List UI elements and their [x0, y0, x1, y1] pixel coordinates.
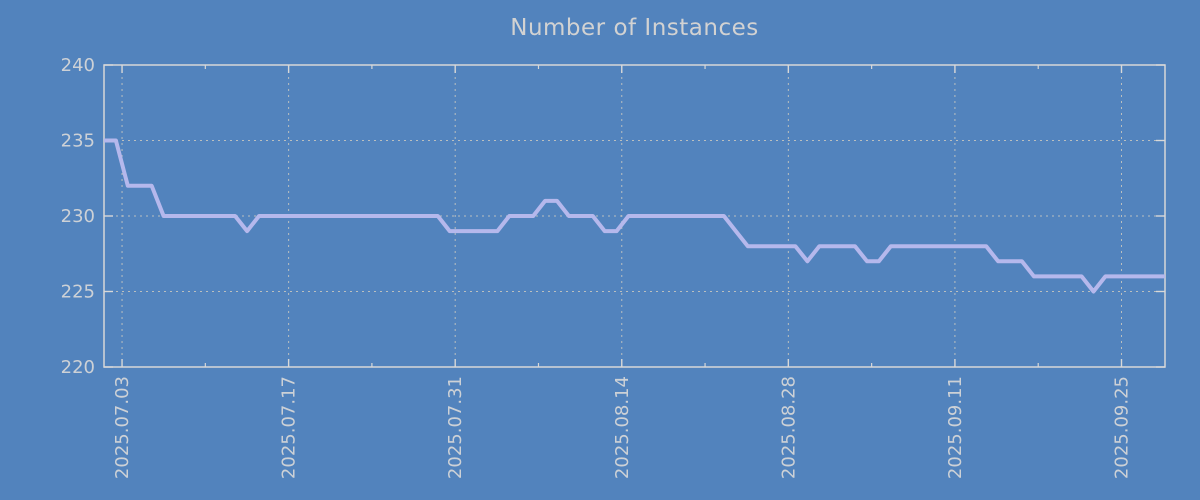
x-tick-label: 2025.08.14	[612, 376, 633, 479]
x-tick-label: 2025.07.17	[279, 376, 300, 479]
x-tick-label: 2025.09.11	[945, 376, 966, 479]
y-tick-label: 230	[61, 206, 95, 227]
y-tick-label: 240	[61, 55, 95, 76]
x-tick-label: 2025.07.31	[445, 376, 466, 479]
chart-title: Number of Instances	[510, 15, 759, 41]
x-tick-label: 2025.07.03	[112, 376, 133, 479]
plot-border	[103, 64, 1166, 368]
y-tick-label: 235	[61, 131, 95, 152]
x-tick-label: 2025.08.28	[778, 376, 799, 479]
x-tick-label: 2025.09.25	[1111, 376, 1132, 479]
y-tick-label: 225	[61, 282, 95, 303]
y-tick-label: 220	[61, 357, 95, 378]
data-line	[104, 138, 1165, 294]
